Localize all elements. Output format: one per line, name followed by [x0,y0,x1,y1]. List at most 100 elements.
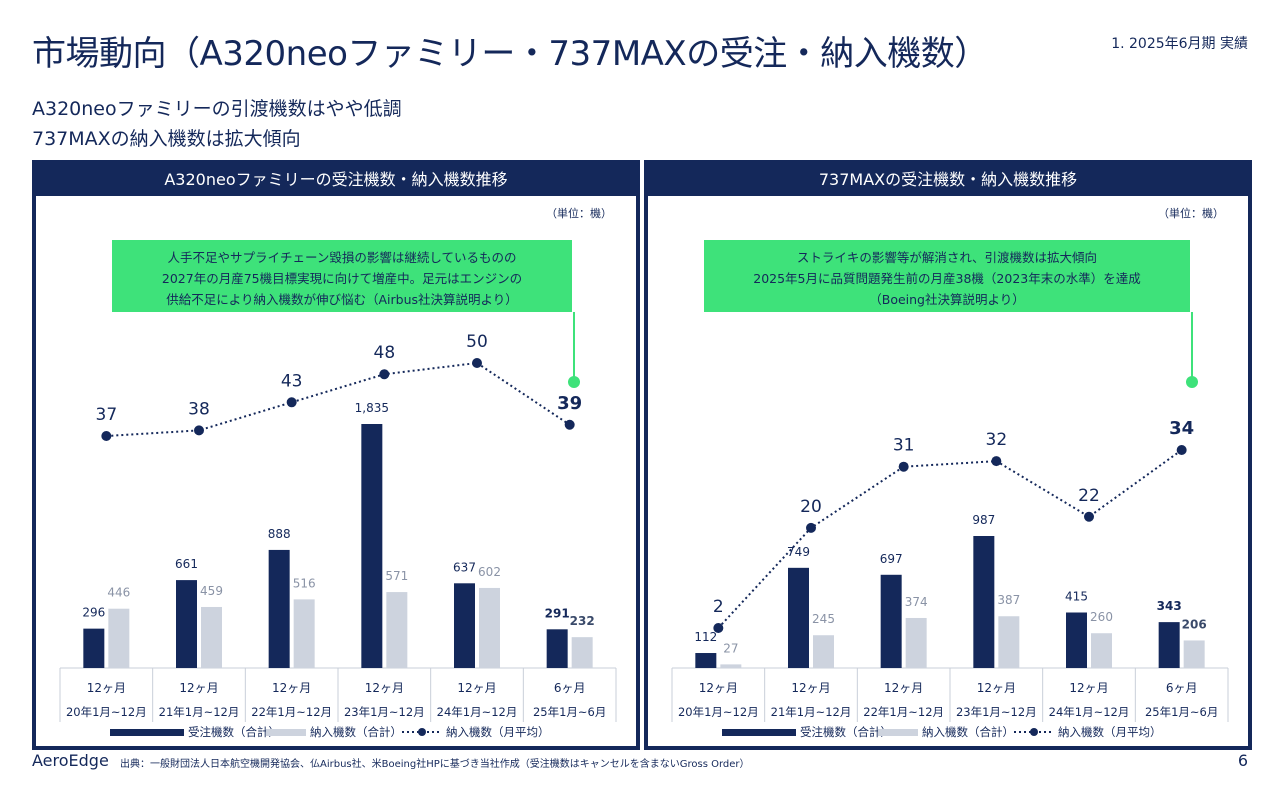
label-orders: 661 [175,557,198,571]
legend-swatch-deliveries [266,729,306,736]
callout-text: 2025年5月に品質問題発生前の月産38機（2023年末の水準）を達成 [753,271,1140,286]
bar-orders [1066,612,1087,668]
point-monthly-avg [1084,511,1094,522]
bar-orders [546,629,568,668]
label-deliveries: 516 [293,576,316,590]
label-deliveries: 459 [200,584,223,598]
bar-deliveries [720,664,742,668]
legend-swatch-deliveries [878,729,918,736]
label-orders: 888 [268,527,291,541]
label-orders: 637 [453,560,476,574]
label-monthly-avg: 20 [800,497,822,517]
point-monthly-avg [379,369,390,380]
point-monthly-avg [194,425,204,436]
callout-text: 供給不足により納入機数が伸び悩む（Airbus社決算説明より） [166,292,518,307]
label-deliveries: 602 [478,565,501,579]
label-orders: 697 [880,552,903,566]
period-label: 20年1月~12月 [66,705,147,719]
line-monthly-avg [106,361,571,437]
point-monthly-avg [472,358,482,368]
bar-deliveries [386,592,408,668]
label-monthly-avg: 22 [1078,486,1100,506]
label-deliveries: 374 [905,595,928,609]
label-deliveries: 260 [1090,610,1113,624]
legend-label-avg: 納入機数（月平均） [1058,725,1162,739]
label-orders: 296 [82,606,105,620]
chart-panel-a320neo: A320neoファミリーの受注機数・納入機数推移 （単位：機） 人手不足やサプライ… [32,160,640,750]
callout-text: 2027年の月産75機目標実現に向けて増産中。足元はエンジンの [162,271,522,286]
bar-orders [83,628,105,668]
callout-text: 人手不足やサプライチェーン毀損の影響は継続しているものの [167,250,516,265]
chart-title-737max: 737MAXの受注機数・納入機数推移 [648,164,1248,196]
unit-label: （単位：機） [1158,206,1224,220]
source-note: 出典：一般財団法人日本航空機開発協会、仏Airbus社、米Boeing社HPに基… [120,759,750,770]
bar-orders [361,424,383,668]
category-label: 12ヶ月 [1069,681,1108,695]
label-orders: 291 [545,606,570,620]
bar-deliveries [1091,633,1112,668]
point-monthly-avg [101,431,112,441]
point-monthly-avg [713,623,724,633]
legend-swatch-orders [722,729,796,736]
callout-text: ストライキの影響等が解消され、引渡機数は拡大傾向 [797,250,1097,265]
bar-orders [268,549,290,668]
legend-label-orders: 受注機数（合計） [188,725,280,739]
period-label: 23年1月~12月 [956,705,1037,719]
label-orders: 112 [694,630,717,644]
label-deliveries: 571 [385,569,408,583]
bar-deliveries [479,587,500,668]
label-monthly-avg: 2 [713,597,724,617]
page-title: 市場動向（A320neoファミリー・737MAXの受注・納入機数） [32,34,988,74]
legend-label-avg: 納入機数（月平均） [446,725,550,739]
brand-logo: AeroEdge [32,751,109,770]
label-monthly-avg: 32 [986,430,1008,450]
period-label: 21年1月~12月 [159,705,240,719]
point-monthly-avg [991,456,1002,467]
bar-deliveries [571,637,593,668]
period-label: 24年1月~12月 [437,705,518,719]
label-deliveries: 206 [1182,617,1207,631]
line-monthly-avg [717,449,1183,629]
label-monthly-avg: 39 [557,393,582,414]
legend-point-avg [1030,728,1038,736]
period-label: 25年1月~6月 [1145,705,1218,719]
period-label: 23年1月~12月 [344,705,425,719]
callout-dot [1186,376,1198,388]
bar-deliveries [813,635,834,668]
label-orders: 415 [1065,589,1088,603]
category-label: 12ヶ月 [791,681,830,695]
label-deliveries: 245 [812,612,835,626]
bar-orders [788,567,809,668]
chart-panel-737max: 737MAXの受注機数・納入機数推移 （単位：機） ストライキの影響等が解消され、… [644,160,1252,750]
category-label: 6ヶ月 [554,681,586,695]
bar-orders [973,536,995,668]
legend-swatch-orders [110,729,184,736]
period-label: 1. 2025年6月期 実績 [1111,36,1248,52]
bar-orders [880,574,902,668]
category-label: 12ヶ月 [87,681,126,695]
point-monthly-avg [1176,445,1187,455]
bar-deliveries [1183,640,1205,668]
bar-orders [695,653,717,668]
point-monthly-avg [806,522,816,533]
category-label: 12ヶ月 [272,681,311,695]
period-label: 21年1月~12月 [771,705,852,719]
bar-deliveries [293,599,315,668]
bar-orders [176,580,197,668]
period-label: 20年1月~12月 [678,705,759,719]
subtitle-2: 737MAXの納入機数は拡大傾向 [32,128,301,150]
category-label: 12ヶ月 [977,681,1016,695]
subtitle-1: A320neoファミリーの引渡機数はやや低調 [32,98,402,120]
page-number: 6 [1237,751,1248,770]
category-label: 12ヶ月 [699,681,738,695]
label-monthly-avg: 48 [374,343,396,363]
point-monthly-avg [564,419,575,430]
label-deliveries: 387 [997,593,1020,607]
label-monthly-avg: 37 [96,405,118,425]
chart-title-a320neo: A320neoファミリーの受注機数・納入機数推移 [36,164,636,196]
bar-orders [1158,622,1180,668]
bar-deliveries [201,606,222,668]
period-label: 22年1月~12月 [251,705,332,719]
legend-point-avg [418,728,426,736]
label-monthly-avg: 50 [466,332,488,352]
